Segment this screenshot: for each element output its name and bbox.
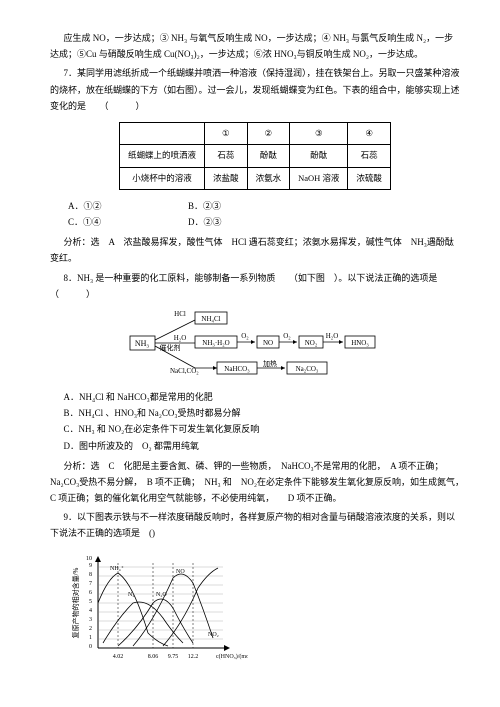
svg-text:NO₂: NO₂ <box>208 632 219 638</box>
svg-text:9: 9 <box>89 563 92 569</box>
option-C: C．NH₃ 和 NO₂在必定条件下可发生氧化复原反响 <box>64 421 461 437</box>
svg-text:NH₃·H₂O: NH₃·H₂O <box>202 339 229 347</box>
svg-text:10: 10 <box>86 556 92 562</box>
svg-text:H₂O: H₂O <box>174 334 187 342</box>
option-A: A．①② <box>68 198 188 214</box>
table-cell: 浓氨水 <box>247 167 290 189</box>
svg-text:加热: 加热 <box>263 359 277 368</box>
svg-text:O₂: O₂ <box>283 332 291 340</box>
svg-text:NO₂: NO₂ <box>305 339 318 347</box>
question-8-analysis: 分析：选 C 化肥是主要含氮、磷、钾的一些物质， NaHCO₃不是常用的化肥， … <box>50 458 460 507</box>
svg-text:NH₄⁺: NH₄⁺ <box>110 565 124 572</box>
question-7-table: ① ② ③ ④ 纸蝴蝶上的喷洒液 石蕊 酚酞 酚酞 石蕊 小烧杯中的溶液 浓盐酸… <box>119 122 391 190</box>
svg-text:HCl: HCl <box>174 310 186 318</box>
question-8-diagram: NH₃ 催化剂 HCl NH₄Cl H₂O NH₃·H₂O O₂ NO O₂ N… <box>125 308 385 383</box>
svg-text:NO: NO <box>176 569 185 575</box>
table-cell: 浓硫酸 <box>348 167 391 189</box>
svg-text:12.2: 12.2 <box>188 654 199 660</box>
table-header: ① <box>205 122 248 144</box>
question-8: 8．NH₃ 是一种重要的化工原料，能够制备一系列物质 （如下图 ）。以下说法正确… <box>50 270 460 302</box>
svg-text:复原产物的相对含量/%: 复原产物的相对含量/% <box>71 567 80 638</box>
option-C: C．①④ <box>68 214 188 230</box>
intro-paragraph: 应生成 NO，一步达成；③ NH₃ 与氧气反响生成 NO，一步达成；④ NH₃ … <box>50 30 460 62</box>
svg-text:8: 8 <box>89 572 92 578</box>
svg-text:4.02: 4.02 <box>113 654 124 660</box>
option-A: A．NH₄Cl 和 NaHCO₃都是常用的化肥 <box>64 389 461 405</box>
svg-text:c(HNO₃)/(mol·L⁻¹): c(HNO₃)/(mol·L⁻¹) <box>216 653 248 660</box>
svg-text:NaHCO₃: NaHCO₃ <box>224 365 250 373</box>
question-7-options: A．①② B．②③ C．①④ D．②③ <box>68 198 460 230</box>
table-header: ④ <box>348 122 391 144</box>
svg-text:5: 5 <box>89 599 92 605</box>
svg-text:3: 3 <box>89 617 92 623</box>
table-cell: 石蕊 <box>205 145 248 167</box>
svg-text:NH₄Cl: NH₄Cl <box>201 315 220 323</box>
svg-text:9.75: 9.75 <box>168 654 179 660</box>
table-header: ③ <box>290 122 348 144</box>
svg-text:NO: NO <box>263 339 273 347</box>
table-header <box>120 122 205 144</box>
svg-text:8.06: 8.06 <box>148 654 159 660</box>
table-cell: 酚酞 <box>290 145 348 167</box>
svg-text:7: 7 <box>89 581 92 587</box>
svg-text:O₂: O₂ <box>241 332 249 340</box>
table-cell: NaOH 溶液 <box>290 167 348 189</box>
svg-text:4: 4 <box>89 608 92 614</box>
question-9: 9．以下图表示铁与不一样浓度硝酸反响时，各样复原产物的相对含量与硝酸溶液浓度的关… <box>50 509 460 541</box>
table-cell: 浓盐酸 <box>205 167 248 189</box>
node-NH3: NH₃ <box>135 339 150 348</box>
svg-text:2: 2 <box>89 626 92 632</box>
table-cell: 石蕊 <box>348 145 391 167</box>
question-9-chart: 复原产物的相对含量/% 0 1 2 3 4 5 6 7 8 9 10 4.02 … <box>68 548 248 668</box>
svg-text:1: 1 <box>89 635 92 641</box>
option-B: B．②③ <box>188 198 308 214</box>
question-7-analysis: 分析：选 A 浓盐酸易挥发，酸性气体 HCl 遇石蕊变红；浓氨水易挥发，碱性气体… <box>50 234 460 266</box>
question-7: 7．某同学用滤纸折成一个纸蝴蝶并喷洒一种溶液（保持湿润），挂在铁架台上。另取一只… <box>50 65 460 114</box>
svg-text:N₂: N₂ <box>128 592 134 598</box>
table-header: ② <box>247 122 290 144</box>
question-8-options: A．NH₄Cl 和 NaHCO₃都是常用的化肥 B．NH₄Cl 、HNO₃和 N… <box>64 389 461 454</box>
table-cell: 酚酞 <box>247 145 290 167</box>
svg-text:Na₂CO₃: Na₂CO₃ <box>296 365 319 373</box>
option-B: B．NH₄Cl 、HNO₃和 Na₂CO₃受热时都易分解 <box>64 405 461 421</box>
svg-text:NaCl,CO₂: NaCl,CO₂ <box>170 367 199 375</box>
table-cell: 纸蝴蝶上的喷洒液 <box>120 145 205 167</box>
svg-text:H₂O: H₂O <box>326 332 339 340</box>
svg-text:HNO₃: HNO₃ <box>351 339 369 347</box>
svg-text:6: 6 <box>89 590 92 596</box>
table-cell: 小烧杯中的溶液 <box>120 167 205 189</box>
option-D: D．图中所波及的 O₂ 都需用纯氧 <box>64 438 461 454</box>
option-D: D．②③ <box>188 214 308 230</box>
svg-text:0: 0 <box>89 644 92 650</box>
